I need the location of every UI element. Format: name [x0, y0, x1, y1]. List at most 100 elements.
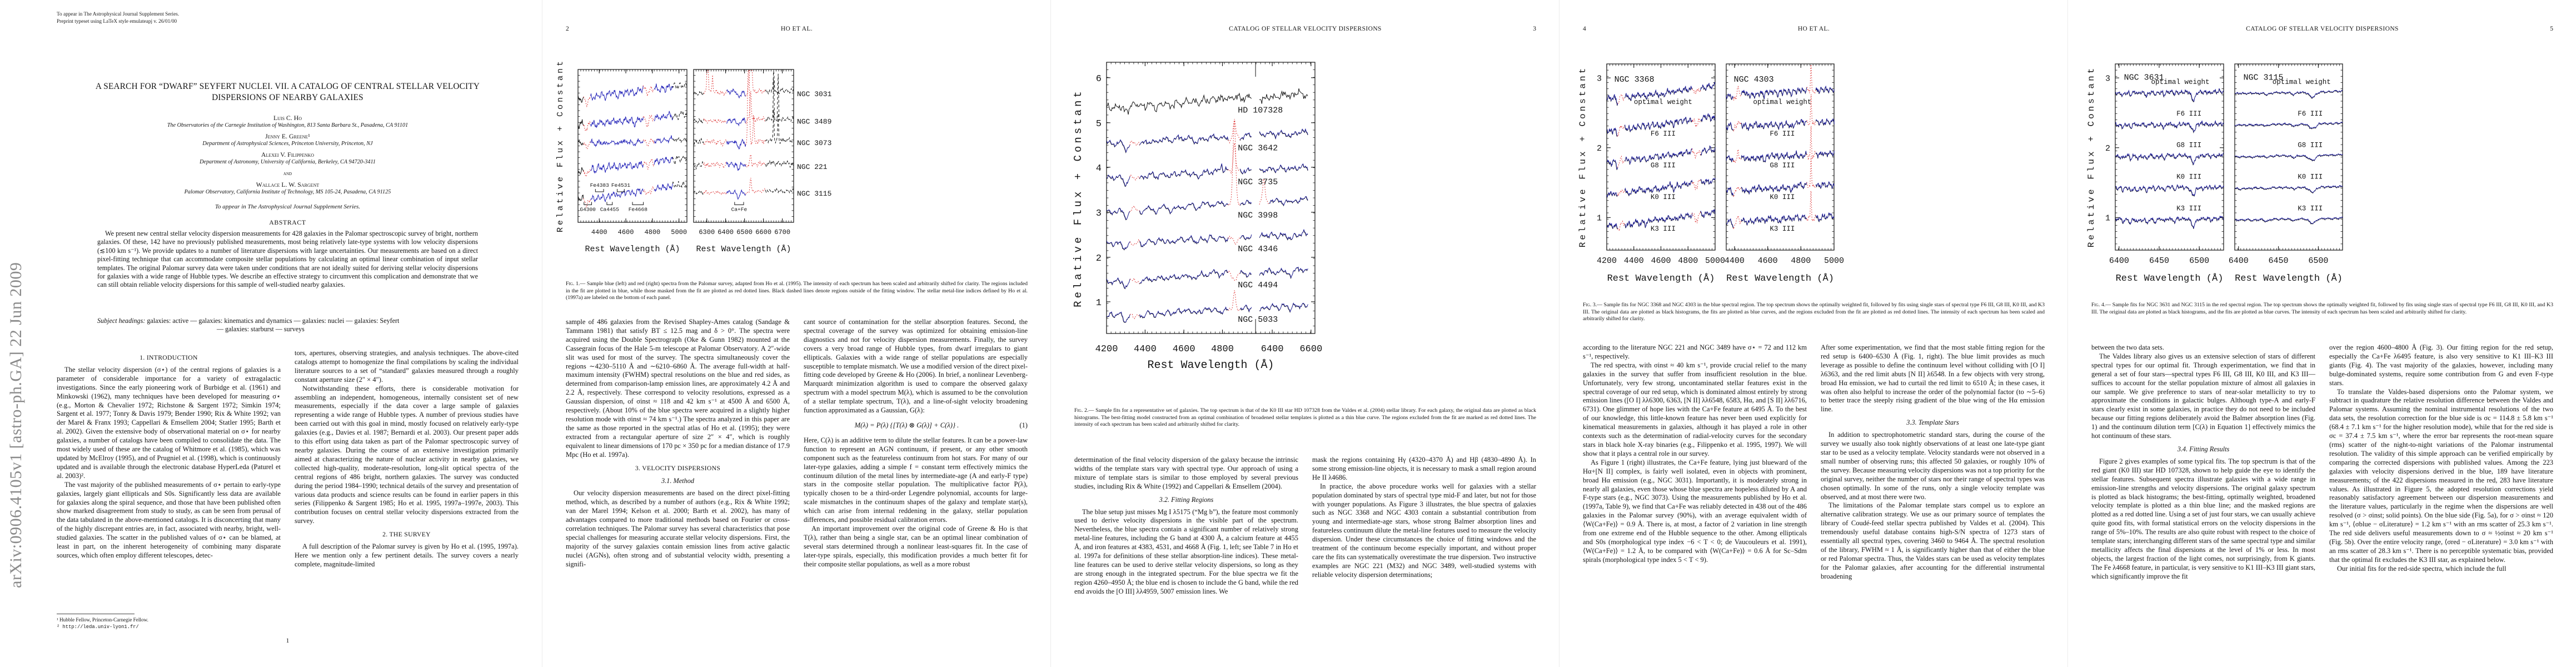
x-axis-label: Rest Wavelength (Å)	[1147, 359, 1274, 372]
author-affiliation: Palomar Observatory, California Institut…	[184, 189, 391, 195]
spectrum-trace	[1129, 313, 1140, 320]
spectrum-trace	[1617, 220, 1625, 231]
spectral-index-bracket	[617, 189, 625, 192]
spectrum-fit-trace	[1259, 228, 1308, 240]
axis-box	[577, 69, 687, 223]
spectrum-trace	[577, 119, 584, 129]
spectrum-trace	[1692, 211, 1701, 223]
trace-label: K0 III	[2298, 173, 2323, 181]
spectrum-fit-trace	[1700, 82, 1716, 91]
running-head: HO ET AL.	[1797, 26, 1830, 32]
paragraph: Figure 2 gives examples of some typical …	[2091, 457, 2315, 580]
spectrum-trace	[1815, 212, 1835, 223]
spectrum-fit-trace	[1700, 208, 1716, 218]
spectrum-trace	[1741, 151, 1807, 163]
spectrum-fit-trace	[1816, 181, 1835, 189]
spectrum-fit-trace	[1107, 207, 1130, 220]
y-tick-label: 1	[1096, 298, 1102, 308]
spectrum-trace	[1692, 88, 1701, 95]
author-separator: and	[283, 171, 292, 177]
spectrum-fit-trace	[2235, 121, 2343, 129]
spectrum-trace	[1726, 155, 1734, 162]
paragraph: over the region 4600–4800 Å (Fig. 3). Ou…	[2329, 344, 2553, 387]
paragraph: An important improvement over the origin…	[804, 524, 1028, 568]
panel-title: NGC 3115	[2244, 73, 2284, 82]
paragraph: The vast majority of the published measu…	[57, 480, 281, 559]
spectrum-fit-trace	[1107, 174, 1130, 187]
spectrum-trace	[1741, 119, 1807, 131]
page-1: To appear in The Astrophysical Journal S…	[33, 0, 542, 667]
paragraph: Our initial fits for the red-side spectr…	[2337, 564, 2507, 573]
spectrum-trace	[1741, 182, 1807, 195]
spectrum-trace	[1806, 190, 1816, 222]
spectrum-trace	[1259, 229, 1308, 241]
spectrum-fit-trace	[1625, 180, 1693, 196]
text-columns: 1. INTRODUCTION The stellar velocity disp…	[57, 349, 519, 611]
paragraph: The red spectra, with σinst ≈ 40 km s⁻¹,…	[1583, 361, 1807, 457]
y-tick-label: 2	[2105, 144, 2110, 153]
spectrum-trace	[672, 137, 687, 143]
footnote: ¹ Hubble Fellow, Princeton-Carnegie Fell…	[57, 617, 148, 623]
preprint-note-line: Preprint typeset using LaTeX style emula…	[57, 18, 177, 24]
spectral-index-bracket	[734, 202, 744, 205]
spectrum-trace	[1625, 86, 1693, 102]
x-tick-label: 4600	[1651, 256, 1671, 266]
trace-label: K0 III	[2176, 173, 2201, 181]
spectrum-trace	[583, 168, 591, 177]
figure-caption-text: Sample blue (left) and red (right) spect…	[566, 281, 1028, 301]
trace-label: optimal weight	[1634, 98, 1692, 106]
spectrum-fit-trace	[1625, 86, 1693, 101]
spectrum-trace	[590, 116, 644, 128]
text-column-left: determination of the final velocity disp…	[1074, 456, 1298, 666]
spectrum-trace	[1239, 305, 1252, 313]
x-tick-label: 6500	[2189, 256, 2209, 266]
spectrum-trace	[1228, 120, 1240, 206]
spectrum-trace	[642, 85, 655, 97]
spectrum-trace	[2115, 216, 2224, 229]
axis-box	[2234, 63, 2343, 251]
spectrum-fit-trace	[1107, 311, 1130, 322]
spectrum-fit-trace	[1139, 268, 1229, 284]
page-2: 2 HO ET AL. Relative Flux + Constant 4400 46…	[542, 0, 1051, 667]
y-tick-label: 4	[1096, 163, 1102, 174]
spectrum-fit-trace	[1107, 139, 1130, 153]
spectrum-trace	[1806, 156, 1816, 188]
page-number: 2	[566, 26, 569, 32]
spectral-index-bracket	[606, 202, 613, 205]
spectrum-trace	[590, 188, 644, 203]
spectrum-trace	[1239, 132, 1252, 141]
spectrum-trace	[1228, 270, 1240, 281]
spectrum-fit-trace	[1240, 234, 1252, 240]
author-affiliation: Department of Astronomy, University of C…	[200, 159, 376, 165]
spectrum-fit-trace	[2235, 216, 2343, 224]
y-axis-label: Relative Flux + Constant	[556, 59, 565, 232]
spectrum-trace	[2115, 88, 2224, 102]
x-tick-label: 6450	[2269, 256, 2289, 266]
spectrum-trace	[1106, 241, 1130, 251]
figure-caption-label: Fig. 4.—	[2091, 302, 2111, 308]
figure-caption: Fig. 1.— Sample blue (left) and red (rig…	[566, 281, 1028, 302]
spectrum-trace	[1700, 113, 1716, 122]
spectrum-trace	[726, 88, 746, 99]
axis-box	[1726, 63, 1835, 251]
spectrum-fit-trace	[2115, 88, 2224, 102]
abstract-heading: ABSTRACT	[269, 218, 306, 226]
x-tick-label: 4600	[618, 228, 634, 236]
spectrum-fit-trace	[1741, 150, 1807, 162]
spectrum-trace	[643, 185, 655, 196]
trace-label: F6 III	[2176, 110, 2201, 118]
x-tick-label: 4200	[1095, 344, 1118, 355]
spectrum-trace	[1106, 277, 1130, 290]
spectrum-trace	[654, 135, 673, 144]
y-tick-label: 3	[1096, 208, 1102, 219]
spectrum-trace	[1106, 208, 1130, 221]
trace-label: G8 III	[1651, 162, 1676, 170]
footnote: ² http://leda.univ-lyon1.fr/	[57, 624, 139, 630]
spectrum-trace	[672, 180, 687, 188]
spectrum-fit-trace	[1259, 266, 1308, 279]
trace-label: NGC 3735	[1238, 178, 1278, 187]
arxiv-stamp: arXiv:0906.4105v1 [astro-ph.GA] 22 Jun 2…	[7, 262, 25, 588]
section-heading: 1. INTRODUCTION	[139, 354, 198, 361]
spectrum-trace	[726, 189, 746, 200]
spectrum-trace	[1228, 119, 1240, 144]
